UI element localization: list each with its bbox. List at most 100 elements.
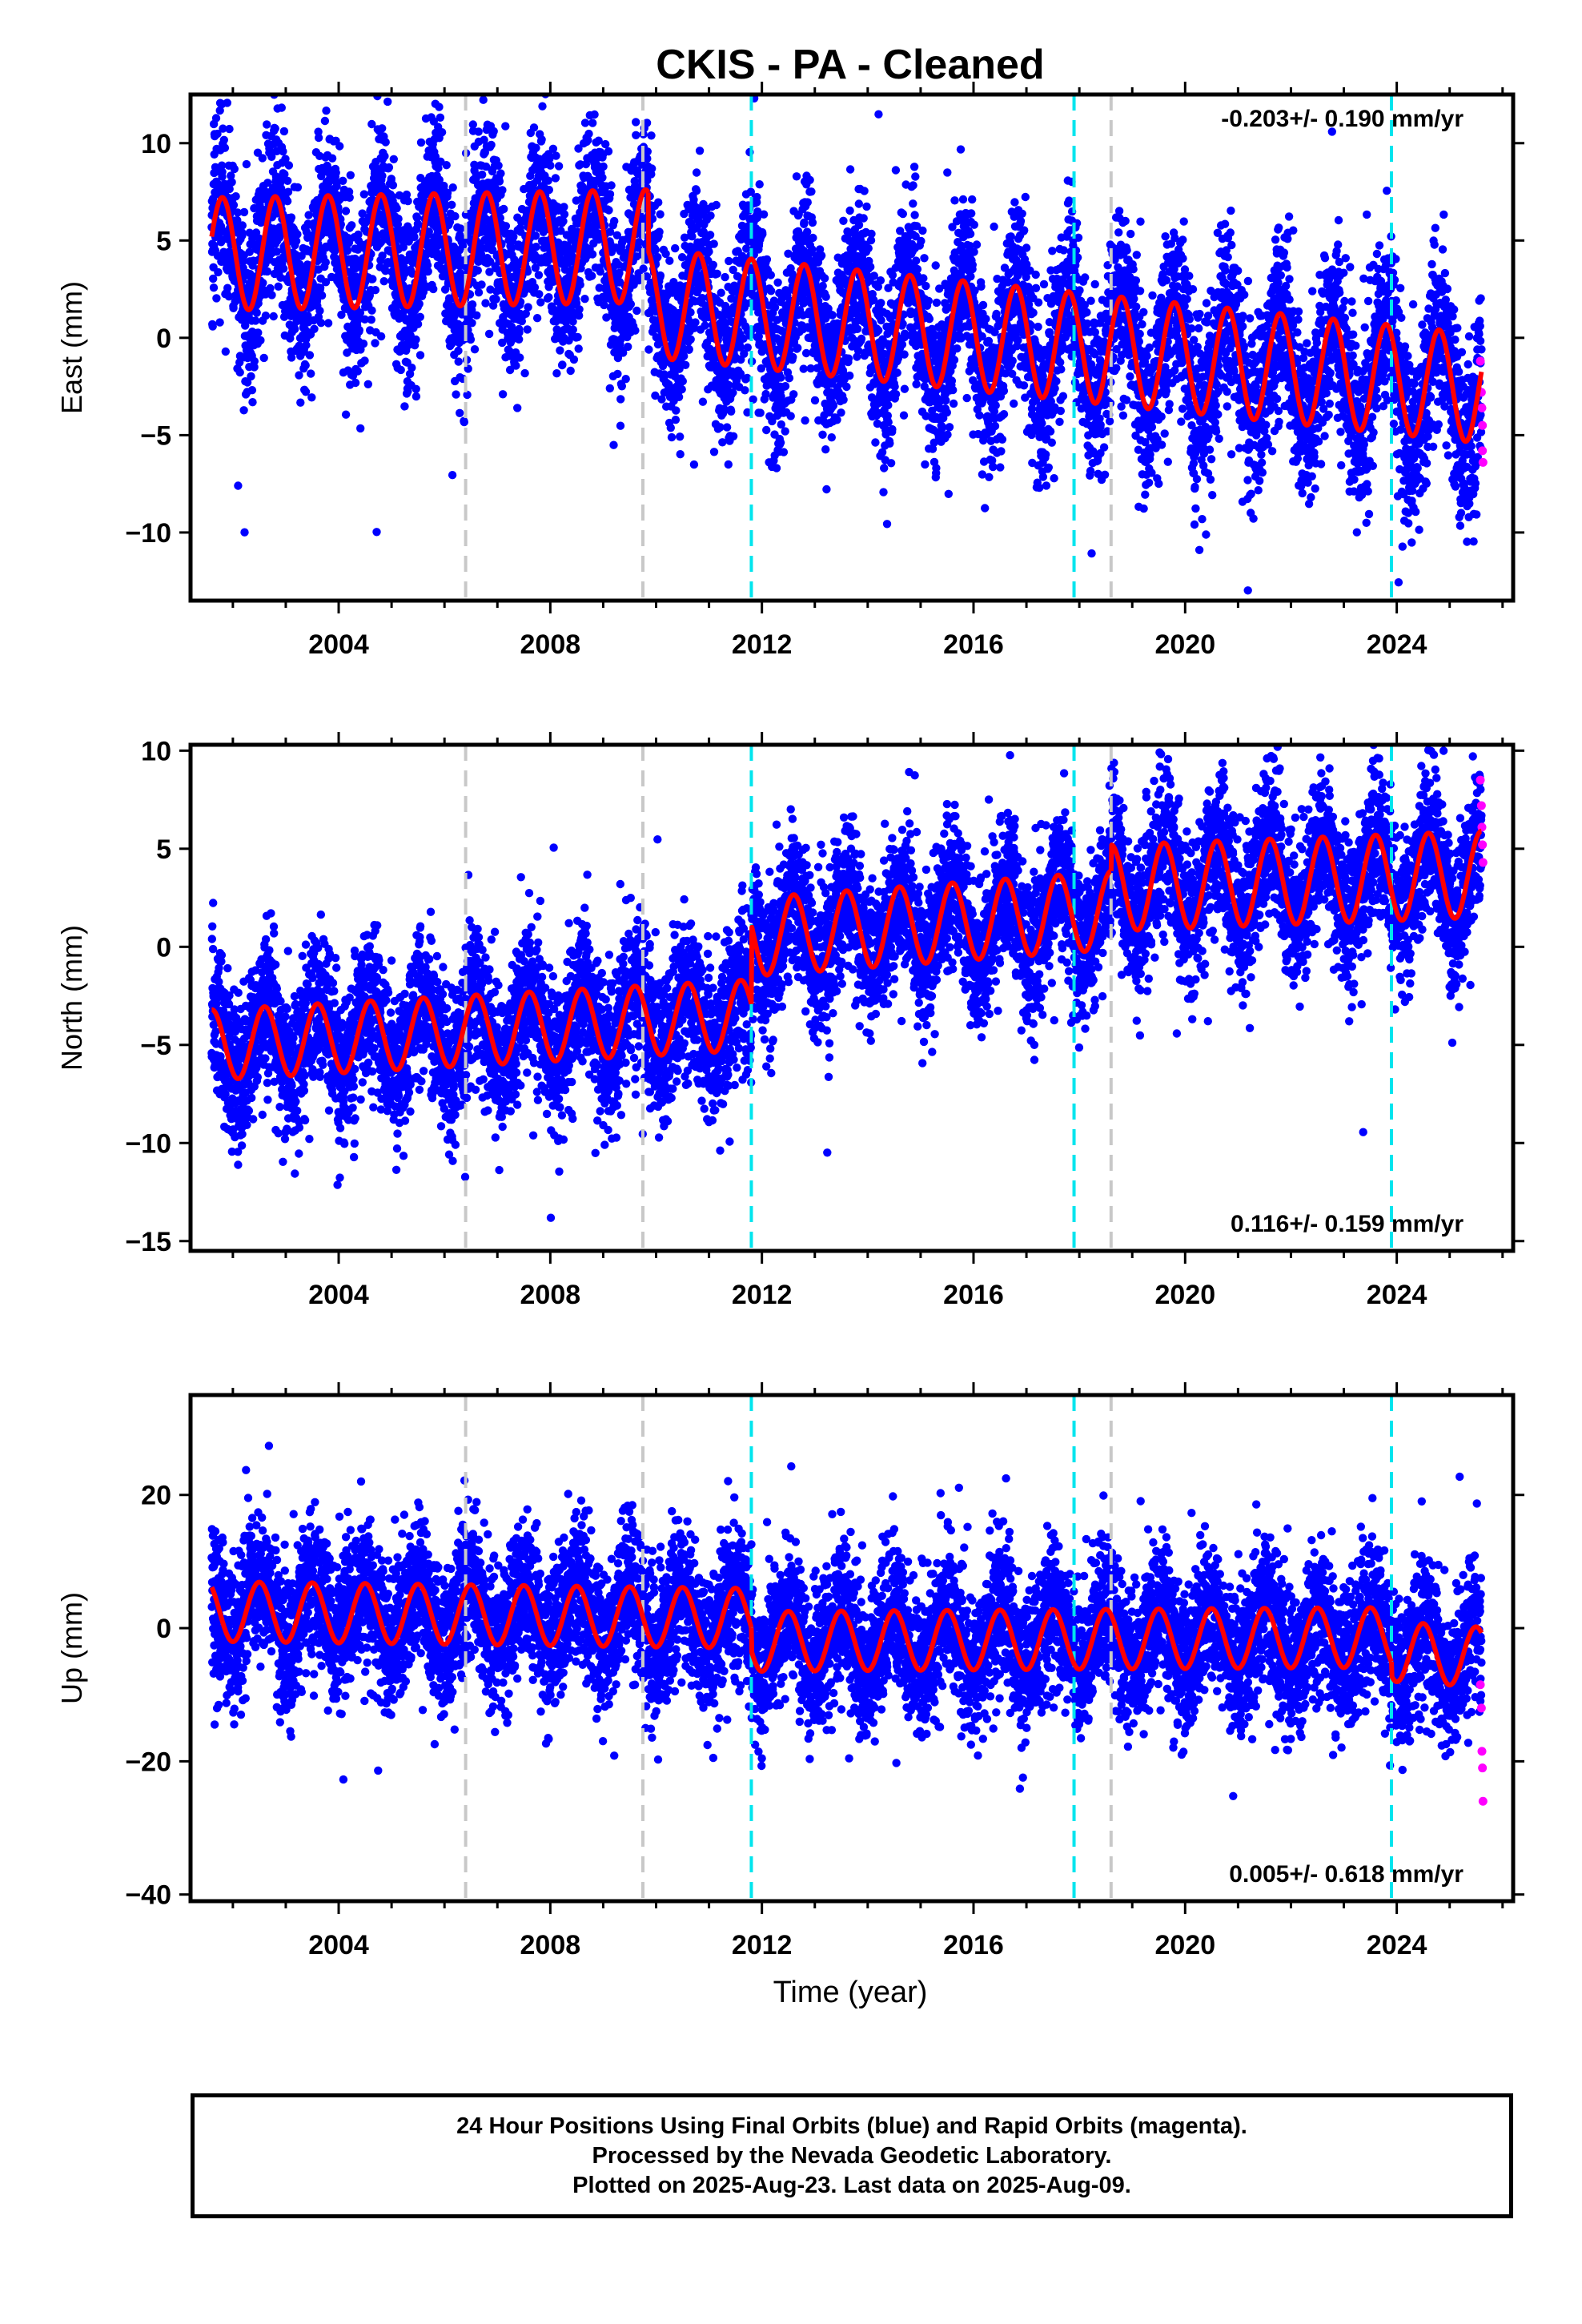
final-orbit-point <box>817 251 826 260</box>
final-orbit-point <box>473 266 482 275</box>
final-orbit-point <box>250 363 259 372</box>
final-orbit-point <box>924 296 934 305</box>
final-orbit-point <box>295 371 303 380</box>
final-orbit-point <box>468 300 477 309</box>
final-orbit-point <box>921 281 930 291</box>
final-orbit-point <box>323 319 333 328</box>
final-orbit-point <box>466 335 476 344</box>
final-orbit-point <box>454 346 463 356</box>
final-orbit-point <box>498 186 507 195</box>
final-orbit-point <box>227 171 235 180</box>
final-orbit-point <box>394 215 403 223</box>
final-orbit-point <box>208 322 217 331</box>
final-orbit-point <box>412 392 421 401</box>
final-orbit-point <box>347 221 356 230</box>
final-orbit-point <box>247 372 255 381</box>
final-orbit-point <box>706 211 715 220</box>
final-orbit-point <box>837 408 845 417</box>
final-orbit-point <box>724 460 733 469</box>
final-orbit-point <box>238 221 247 230</box>
final-orbit-point <box>261 312 271 320</box>
final-orbit-point <box>223 283 232 292</box>
final-orbit-point <box>803 198 812 207</box>
final-orbit-point <box>355 326 363 335</box>
final-orbit-point <box>909 163 919 171</box>
final-orbit-point <box>655 227 664 236</box>
final-orbit-point <box>297 251 306 260</box>
final-orbit-point <box>560 203 568 211</box>
final-orbit-point <box>822 485 831 494</box>
final-orbit-point <box>436 113 445 122</box>
final-orbit-point <box>314 127 323 136</box>
final-orbit-point <box>580 295 589 304</box>
final-orbit-point <box>384 163 394 172</box>
final-orbit-point <box>671 416 681 424</box>
final-orbit-point <box>828 311 837 320</box>
final-orbit-point <box>515 328 524 337</box>
final-orbit-point <box>219 70 227 78</box>
final-orbit-point <box>695 147 705 155</box>
final-orbit-point <box>451 211 460 221</box>
final-orbit-point <box>498 390 508 399</box>
final-orbit-point <box>722 423 732 432</box>
final-orbit-point <box>672 406 681 415</box>
final-orbit-point <box>626 300 635 308</box>
final-orbit-point <box>442 161 451 170</box>
final-orbit-point <box>605 384 614 393</box>
final-orbit-point <box>322 243 331 252</box>
final-orbit-point <box>755 180 764 189</box>
final-orbit-point <box>631 326 640 335</box>
final-orbit-point <box>484 329 494 339</box>
final-orbit-point <box>412 384 420 393</box>
final-orbit-point <box>882 520 892 529</box>
final-orbit-point <box>435 103 444 111</box>
final-orbit-point <box>639 264 648 273</box>
final-orbit-point <box>404 196 412 206</box>
final-orbit-point <box>818 430 827 439</box>
final-orbit-point <box>351 378 360 388</box>
final-orbit-point <box>801 416 809 425</box>
final-orbit-point <box>380 151 389 161</box>
final-orbit-point <box>219 124 227 133</box>
final-orbit-point <box>654 198 663 207</box>
final-orbit-point <box>689 195 698 204</box>
final-orbit-point <box>584 129 593 139</box>
final-orbit-point <box>392 203 401 213</box>
final-orbit-point <box>845 206 854 215</box>
final-orbit-point <box>279 147 287 156</box>
final-orbit-point <box>912 380 921 388</box>
final-orbit-point <box>632 118 640 127</box>
final-orbit-point <box>231 192 240 201</box>
final-orbit-point <box>335 142 344 151</box>
final-orbit-point <box>396 365 405 375</box>
final-orbit-point <box>729 432 738 440</box>
final-orbit-point <box>597 74 605 82</box>
final-orbit-point <box>781 382 790 391</box>
final-orbit-point <box>343 246 352 255</box>
final-orbit-point <box>676 450 685 459</box>
final-orbit-point <box>605 190 615 199</box>
final-orbit-point <box>379 277 388 286</box>
final-orbit-point <box>681 360 690 369</box>
final-orbit-point <box>356 424 365 433</box>
final-orbit-point <box>291 236 301 246</box>
final-orbit-point <box>367 306 376 315</box>
final-orbit-point <box>254 328 263 337</box>
final-orbit-point <box>598 173 607 182</box>
final-orbit-point <box>529 123 539 132</box>
final-orbit-point <box>588 250 597 259</box>
final-orbit-point <box>665 256 674 265</box>
final-orbit-point <box>454 357 463 366</box>
final-orbit-point <box>322 107 331 115</box>
final-orbit-point <box>532 143 540 152</box>
final-orbit-point <box>613 369 622 379</box>
final-orbit-point <box>544 176 552 185</box>
final-orbit-point <box>616 395 625 404</box>
final-orbit-point <box>242 159 251 169</box>
final-orbit-point <box>844 354 853 363</box>
final-orbit-point <box>301 388 311 396</box>
final-orbit-point <box>218 167 227 176</box>
final-orbit-point <box>821 445 830 454</box>
final-orbit-point <box>233 208 242 217</box>
